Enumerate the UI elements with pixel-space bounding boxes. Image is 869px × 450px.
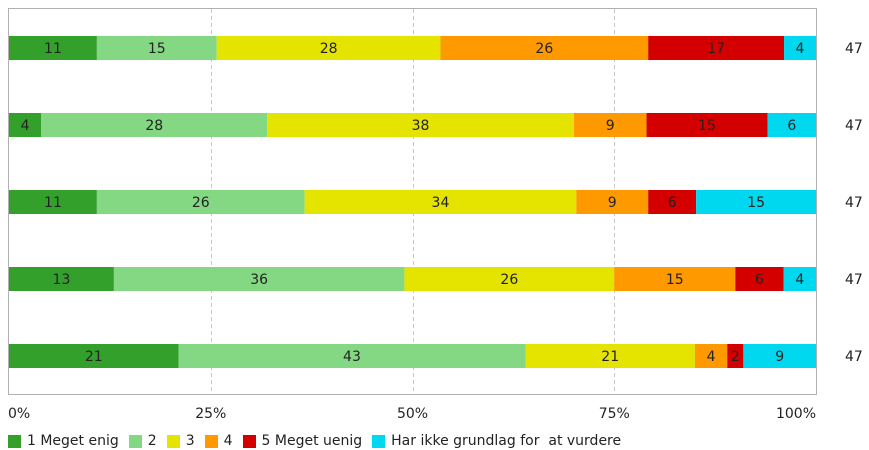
bar-segment (9, 113, 42, 137)
data-label: 36 (250, 272, 268, 288)
bar-segment (735, 267, 784, 291)
legend-item: 2 (128, 433, 157, 449)
bar-segment (9, 190, 97, 214)
data-label: 21 (601, 349, 619, 365)
data-label: 11 (44, 195, 62, 211)
bar-segment (767, 113, 816, 137)
data-label: 15 (148, 41, 166, 57)
x-tick-label: 75% (599, 406, 630, 422)
legend-label: 2 (147, 433, 157, 449)
row-total-label: 47 (845, 41, 863, 57)
legend-swatch (166, 434, 180, 448)
row-totals: 47 47 47 47 47 (845, 41, 863, 365)
data-label: 4 (707, 349, 716, 365)
data-label: 4 (796, 41, 805, 57)
x-tick-label: 0% (8, 406, 30, 422)
bar-segment (576, 190, 649, 214)
legend: 1 Meget enig 2 3 4 5 Meget uenig Har ikke gru… (8, 433, 631, 449)
bar-segment (9, 344, 179, 368)
legend-label: 1 Meget enig (27, 433, 119, 449)
bar-segment (696, 190, 816, 214)
data-label: 34 (432, 195, 450, 211)
legend-item: 3 (166, 433, 195, 449)
bar-segment (178, 344, 526, 368)
data-label: 21 (85, 349, 103, 365)
bar-segment (9, 267, 114, 291)
bar-segment (41, 113, 268, 137)
data-label: 6 (668, 195, 677, 211)
x-tick-label: 100% (776, 406, 816, 422)
bar-segment (525, 344, 695, 368)
bar-segment (440, 36, 649, 60)
bar-segment (404, 267, 615, 291)
data-label: 2 (731, 349, 740, 365)
bar-segment (783, 267, 816, 291)
bar-segment (648, 36, 785, 60)
bar-segment (113, 267, 405, 291)
legend-item: 5 Meget uenig (242, 433, 363, 449)
data-label: 26 (535, 41, 553, 57)
data-label: 6 (755, 272, 764, 288)
data-label: 9 (775, 349, 784, 365)
data-label: 15 (747, 195, 765, 211)
bar-segment (267, 113, 574, 137)
data-label: 28 (145, 118, 163, 134)
data-label: 28 (320, 41, 338, 57)
data-label: 4 (795, 272, 804, 288)
data-label: 11 (44, 41, 62, 57)
data-label: 15 (666, 272, 684, 288)
bar-segment (727, 344, 744, 368)
data-label: 9 (608, 195, 617, 211)
bar-segment (304, 190, 577, 214)
legend-swatch (242, 434, 256, 448)
x-axis-ticks: 0% 25% 50% 75% 100% (8, 406, 816, 422)
x-tick-label: 50% (397, 406, 428, 422)
bar-segment (96, 36, 217, 60)
data-label: 26 (192, 195, 210, 211)
legend-label: 3 (185, 433, 195, 449)
legend-item: 1 Meget enig (8, 433, 119, 449)
bar-segment (9, 36, 97, 60)
legend-swatch (204, 434, 218, 448)
data-labels: 11 15 28 26 17 4 4 28 38 9 15 6 11 26 34 9 6 15 13 36 26 15 6 4… (21, 41, 805, 365)
bar-segment (96, 190, 305, 214)
data-label: 38 (412, 118, 430, 134)
bar-group (9, 36, 816, 368)
bar-segment (573, 113, 647, 137)
data-label: 6 (787, 118, 796, 134)
bar-segment (648, 190, 697, 214)
data-label: 26 (500, 272, 518, 288)
row-total-label: 47 (845, 272, 863, 288)
bar-segment (216, 36, 441, 60)
data-label: 43 (343, 349, 361, 365)
bar-segment (743, 344, 816, 368)
bar-segment (694, 344, 728, 368)
legend-swatch (8, 434, 21, 448)
legend-swatch (372, 434, 386, 448)
data-label: 17 (707, 41, 725, 57)
legend-item: 4 (204, 433, 233, 449)
legend-label: Har ikke grundlag for at vurdere (391, 433, 622, 449)
bar-segment (614, 267, 736, 291)
data-label: 9 (606, 118, 615, 134)
row-total-label: 47 (845, 118, 863, 134)
data-label: 4 (21, 118, 30, 134)
row-total-label: 47 (845, 349, 863, 365)
legend-swatch (128, 434, 142, 448)
row-total-label: 47 (845, 195, 863, 211)
data-label: 13 (53, 272, 71, 288)
legend-label: 5 Meget uenig (261, 433, 363, 449)
data-label: 15 (698, 118, 716, 134)
x-tick-label: 25% (195, 406, 226, 422)
legend-item: Har ikke grundlag for at vurdere (372, 433, 621, 449)
bar-segment (784, 36, 816, 60)
legend-label: 4 (223, 433, 233, 449)
bar-segment (646, 113, 768, 137)
plot-area (8, 8, 817, 395)
